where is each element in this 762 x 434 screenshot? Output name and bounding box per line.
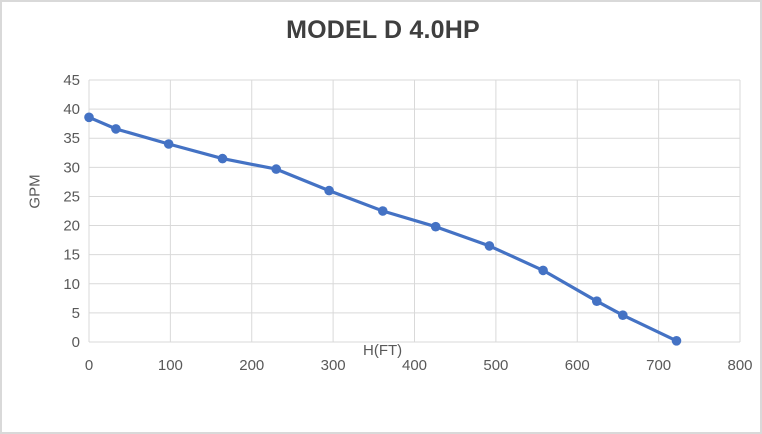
series-line: [87, 115, 679, 343]
y-tick-label: 20: [63, 218, 80, 235]
x-tick-label: 200: [239, 357, 264, 374]
data-point-marker: [324, 185, 334, 196]
data-point-marker: [378, 206, 388, 216]
y-tick-label: 30: [63, 159, 80, 176]
x-axis-title: H(FT): [363, 342, 403, 359]
y-tick-label: 10: [63, 276, 80, 293]
x-tick-label: 400: [402, 357, 427, 374]
x-tick-label: 0: [85, 357, 93, 374]
x-tick-label: 300: [321, 357, 346, 374]
data-point-marker: [84, 112, 94, 123]
data-point-marker: [484, 241, 495, 251]
data-point-marker: [111, 124, 121, 134]
y-tick-label: 35: [63, 130, 80, 147]
data-point-marker: [163, 139, 174, 149]
y-tick-label: 40: [63, 101, 80, 118]
y-tick-label: 45: [63, 72, 80, 89]
y-tick-label: 0: [72, 334, 80, 351]
x-tick-label: 500: [483, 357, 508, 374]
y-tick-label: 15: [63, 247, 80, 264]
data-point-marker: [430, 221, 441, 232]
y-tick-label: 25: [63, 188, 80, 205]
x-tick-label: 800: [727, 357, 752, 374]
x-tick-label: 100: [158, 357, 183, 374]
data-point-marker: [538, 265, 548, 276]
data-point-marker: [592, 296, 602, 307]
x-tick-label: 600: [565, 357, 590, 374]
x-tick-label: 700: [646, 357, 671, 374]
data-point-marker: [671, 336, 682, 346]
y-tick-label: 5: [72, 305, 80, 322]
data-point-marker: [271, 164, 282, 174]
data-point-marker: [217, 153, 228, 164]
data-point-marker: [618, 310, 628, 321]
chart-title: MODEL D 4.0HP: [286, 16, 480, 44]
